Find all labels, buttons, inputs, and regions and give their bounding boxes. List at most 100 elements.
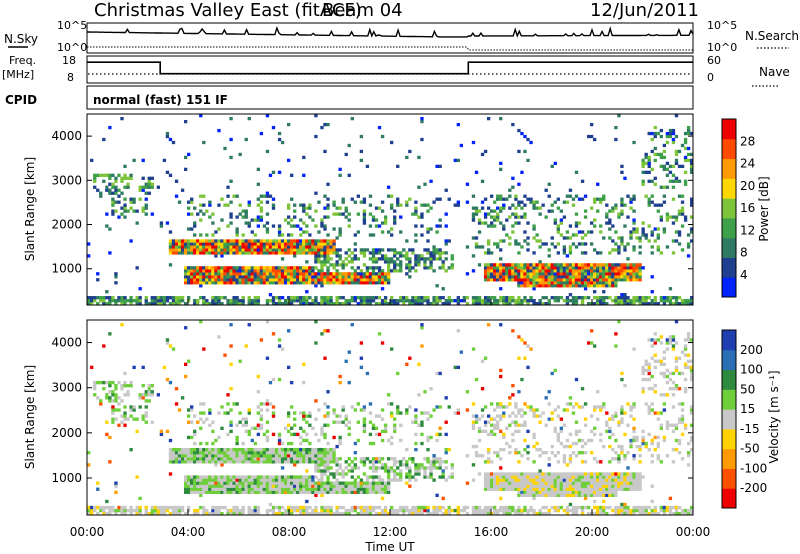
velocity-cell (114, 484, 118, 488)
velocity-cell (265, 420, 270, 424)
velocity-cell (577, 505, 582, 510)
power-cell (280, 278, 285, 282)
freq-unit: [MHz] (2, 68, 34, 81)
velocity-cell (359, 460, 364, 464)
velocity-cell (211, 505, 215, 510)
power-cell (347, 302, 351, 306)
velocity-cell (280, 441, 285, 446)
y-tick-label: 1000 (51, 262, 82, 276)
velocity-cell (268, 460, 273, 464)
velocity-cell (599, 508, 603, 513)
velocity-cell (526, 457, 530, 461)
power-cell (344, 281, 348, 285)
power-cell (499, 263, 503, 267)
power-cell (611, 272, 615, 276)
power-cell (441, 263, 445, 267)
power-cell (323, 224, 327, 228)
power-cell (271, 203, 276, 207)
velocity-cell (174, 447, 179, 452)
velocity-cell (241, 478, 245, 482)
power-cell (496, 266, 500, 270)
velocity-cell (168, 511, 173, 516)
power-cell (556, 224, 560, 228)
power-cell (586, 263, 591, 267)
velocity-cell (444, 508, 448, 513)
velocity-cell (541, 490, 545, 494)
velocity-cell (341, 484, 345, 488)
velocity-cell (371, 508, 376, 513)
velocity-cell (368, 475, 373, 479)
power-cell (632, 140, 636, 145)
power-cell (117, 173, 121, 177)
velocity-cell (180, 460, 185, 464)
power-cell (550, 266, 554, 270)
power-cell (268, 281, 273, 285)
velocity-cell (544, 451, 548, 455)
velocity-cell (241, 508, 245, 513)
velocity-cell (353, 466, 357, 470)
velocity-cell (283, 484, 288, 488)
power-cell (196, 299, 200, 303)
power-cell (641, 266, 645, 270)
power-cell (202, 212, 206, 216)
velocity-cell (417, 466, 421, 470)
velocity-cell (96, 487, 100, 491)
power-cell (299, 269, 303, 273)
velocity-cell (108, 390, 112, 394)
velocity-cell (235, 478, 239, 482)
velocity-cell (362, 417, 367, 421)
velocity-cell (259, 417, 264, 421)
power-cell (238, 299, 242, 303)
power-cell (571, 278, 576, 282)
power-cell (383, 257, 388, 261)
velocity-cell (214, 451, 218, 455)
velocity-cell (183, 487, 188, 491)
power-cell (408, 302, 412, 306)
power-cell (199, 245, 203, 249)
power-cell (677, 233, 682, 237)
power-cell (674, 179, 679, 183)
velocity-cell (450, 508, 454, 513)
power-cell (689, 131, 694, 136)
velocity-cell (317, 457, 321, 461)
power-cell (514, 302, 518, 306)
power-cell (665, 134, 670, 139)
power-cell (250, 281, 254, 285)
velocity-cell (286, 490, 291, 494)
power-cell (256, 224, 261, 228)
power-cell (190, 281, 194, 285)
power-cell (486, 266, 491, 270)
power-cell (256, 182, 261, 186)
power-cell (323, 194, 327, 198)
power-cell (635, 263, 639, 267)
power-cell (650, 299, 654, 303)
power-cell (299, 302, 303, 306)
power-cell (368, 275, 373, 279)
velocity-cell (559, 481, 564, 485)
velocity-cell (335, 490, 339, 494)
power-cell (286, 248, 291, 252)
velocity-cell (320, 478, 324, 482)
power-cell (474, 302, 479, 306)
power-cell (271, 197, 276, 201)
velocity-cell (359, 484, 364, 488)
power-cell (208, 239, 212, 243)
power-cell (250, 242, 254, 246)
velocity-cell (90, 365, 94, 370)
velocity-cell (196, 511, 200, 516)
velocity-cell (380, 481, 385, 485)
power-cell (350, 260, 354, 264)
power-cell (247, 269, 251, 273)
velocity-cell (302, 411, 306, 415)
power-cell (632, 221, 636, 225)
velocity-cell (202, 490, 206, 494)
power-cell (232, 239, 236, 243)
power-cell (556, 278, 560, 282)
velocity-cell (417, 508, 421, 513)
velocity-cell (574, 490, 579, 494)
power-cell (626, 299, 630, 303)
power-cell (280, 248, 285, 252)
velocity-cell (526, 451, 530, 455)
velocity-cell (290, 457, 294, 461)
velocity-cell (199, 460, 203, 464)
